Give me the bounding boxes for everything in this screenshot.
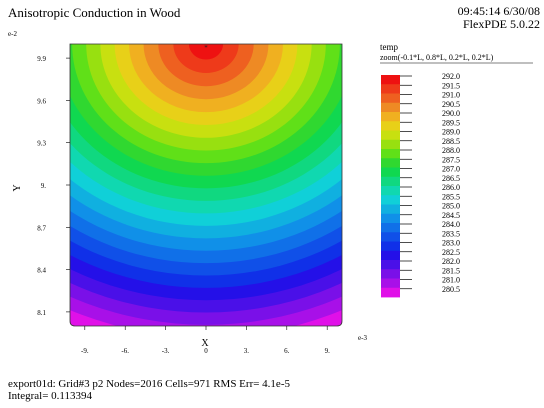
y-tick-label: 8.4	[37, 267, 46, 275]
legend-title: temp	[380, 42, 398, 52]
legend-label-283.5: 283.5	[442, 229, 460, 238]
legend-label-289.0: 289.0	[442, 128, 460, 137]
legend-swatch-281.0	[381, 278, 400, 289]
plot-outline	[69, 43, 343, 327]
legend-swatch-284.0	[381, 223, 400, 233]
legend-swatch-283.5	[381, 232, 400, 242]
legend-swatch-289.0	[381, 130, 400, 141]
y-tick-label: 9.3	[37, 140, 46, 148]
legend-swatch-287.5	[381, 158, 400, 168]
legend: 292.0291.5291.0290.5290.0289.5289.0288.5…	[381, 72, 460, 298]
x-tick-label: 3.	[244, 347, 250, 355]
x-tick-label: -6.	[121, 347, 129, 355]
legend-label-288.5: 288.5	[442, 137, 460, 146]
legend-label-291.0: 291.0	[442, 91, 460, 100]
x-tick-label: 0	[204, 347, 208, 355]
legend-label-283.0: 283.0	[442, 239, 460, 248]
legend-label-287.0: 287.0	[442, 165, 460, 174]
axis-ticks: -9. -6. -3. 0 3. 6. 9. 8.1 8.4 8.7 9. 9.3 9.6 9.9	[37, 55, 330, 355]
legend-swatch-285.5	[381, 195, 400, 205]
legend-swatch-283.0	[381, 241, 400, 252]
plot-area: -9. -6. -3. 0 3. 6. 9. 8.1 8.4 8.7 9. 9.3 9.6 9.9 *	[37, 43, 343, 355]
legend-label-287.5: 287.5	[442, 155, 460, 164]
legend-label-282.5: 282.5	[442, 248, 460, 257]
legend-swatch-280.5	[381, 287, 400, 298]
legend-label-290.5: 290.5	[442, 100, 460, 109]
legend-swatch-290.0	[381, 112, 400, 122]
y-axis-exponent: e-2	[8, 30, 17, 38]
y-tick-label: 9.9	[37, 55, 46, 63]
x-tick-label: 9.	[325, 347, 331, 355]
y-axis-label: Y	[12, 184, 23, 191]
program-version: FlexPDE 5.0.22	[462, 17, 540, 31]
chart-title: Anisotropic Conduction in Wood	[8, 5, 181, 20]
y-tick-label: 8.7	[37, 224, 46, 232]
legend-swatch-287.0	[381, 167, 400, 178]
legend-swatch-290.5	[381, 102, 400, 113]
legend-subtitle: zoom(-0.1*L, 0.8*L, 0.2*L, 0.2*L)	[380, 53, 494, 62]
contour-plot: -9. -6. -3. 0 3. 6. 9. 8.1 8.4 8.7 9. 9.3 9.6 9.9 * e…	[8, 30, 533, 355]
legend-swatch-286.0	[381, 186, 400, 196]
legend-swatch-288.5	[381, 139, 400, 150]
legend-swatch-282.0	[381, 260, 400, 270]
x-tick-label: -3.	[162, 347, 170, 355]
contour-bands	[70, 44, 342, 326]
x-axis-exponent: e-3	[358, 334, 367, 342]
timestamp: 09:45:14 6/30/08	[457, 4, 540, 18]
legend-swatch-284.5	[381, 213, 400, 224]
y-tick-label: 8.1	[37, 309, 46, 317]
legend-label-284.5: 284.5	[442, 211, 460, 220]
footer-stats: export01d: Grid#3 p2 Nodes=2016 Cells=97…	[8, 378, 290, 390]
y-tick-label: 9.6	[37, 97, 46, 105]
legend-label-288.0: 288.0	[442, 146, 460, 155]
legend-swatch-281.5	[381, 269, 400, 279]
legend-label-285.0: 285.0	[442, 202, 460, 211]
legend-label-292.0: 292.0	[442, 72, 460, 81]
legend-swatch-289.5	[381, 121, 400, 131]
legend-label-289.5: 289.5	[442, 118, 460, 127]
legend-label-285.5: 285.5	[442, 192, 460, 201]
legend-swatch-282.5	[381, 250, 400, 261]
x-axis-label: X	[201, 338, 209, 349]
legend-swatch-291.5	[381, 84, 400, 94]
x-tick-label: 6.	[284, 347, 290, 355]
legend-swatch-291.0	[381, 93, 400, 104]
legend-swatch-288.0	[381, 149, 400, 159]
contour-band-291.5	[173, 44, 239, 73]
legend-swatch-285.0	[381, 204, 400, 215]
legend-swatch-286.5	[381, 176, 400, 187]
y-tick-label: 9.	[41, 182, 47, 190]
legend-label-286.5: 286.5	[442, 174, 460, 183]
legend-label-281.5: 281.5	[442, 266, 460, 275]
footer-integral: Integral= 0.113394	[8, 390, 92, 402]
contour-band-291.0	[158, 44, 254, 87]
x-tick-label: -9.	[81, 347, 89, 355]
legend-label-286.0: 286.0	[442, 183, 460, 192]
legend-label-284.0: 284.0	[442, 220, 460, 229]
hot-spot-marker: *	[204, 44, 208, 52]
legend-swatch-292.0	[381, 75, 400, 85]
legend-label-282.0: 282.0	[442, 257, 460, 266]
legend-label-290.0: 290.0	[442, 109, 460, 118]
legend-label-281.0: 281.0	[442, 276, 460, 285]
legend-label-291.5: 291.5	[442, 81, 460, 90]
legend-label-280.5: 280.5	[442, 285, 460, 294]
